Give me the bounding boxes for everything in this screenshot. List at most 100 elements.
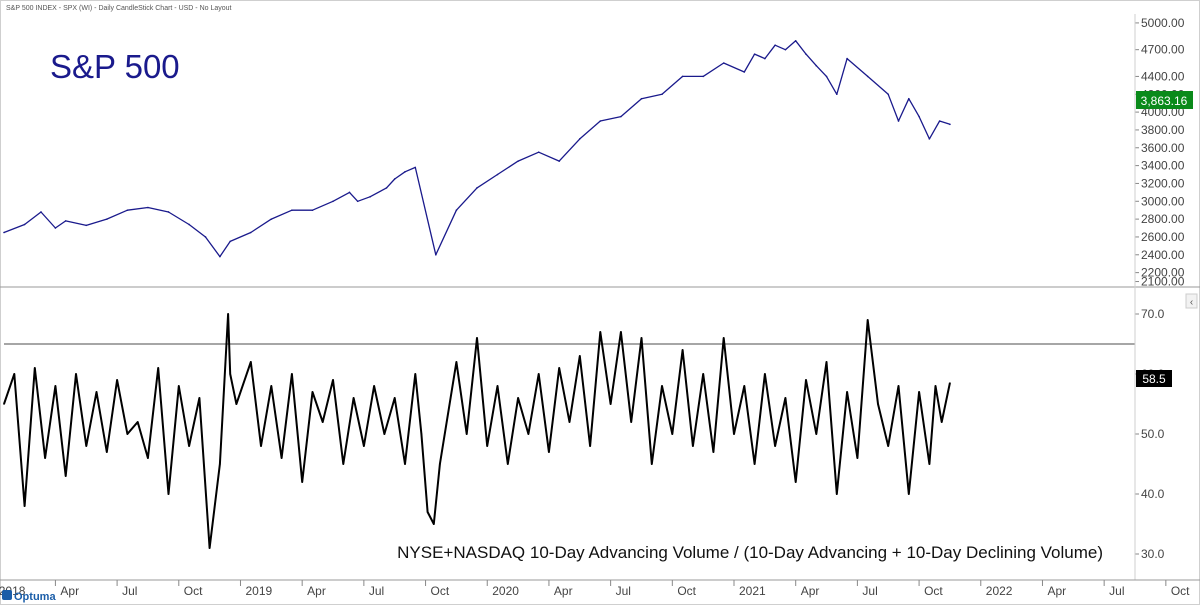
data-point xyxy=(918,115,920,118)
data-point xyxy=(753,463,756,465)
data-point xyxy=(64,475,67,477)
x-tick-label: Oct xyxy=(677,584,696,598)
data-point xyxy=(692,445,694,447)
data-point xyxy=(435,253,437,256)
data-point xyxy=(23,505,26,507)
data-point xyxy=(599,331,602,333)
y-tick-label: 2800.00 xyxy=(1141,212,1185,226)
y-tick-label: 70.0 xyxy=(1141,307,1165,321)
data-point xyxy=(235,403,238,405)
data-point xyxy=(764,57,766,60)
data-point xyxy=(13,373,16,375)
data-point xyxy=(527,433,530,435)
data-point xyxy=(702,75,704,78)
y-tick-label: 30.0 xyxy=(1141,547,1165,561)
data-point xyxy=(352,397,355,399)
data-point xyxy=(432,523,435,525)
data-point xyxy=(301,481,303,483)
data-point xyxy=(578,138,581,140)
data-point xyxy=(764,373,766,375)
data-point xyxy=(227,313,229,315)
x-tick-label: Apr xyxy=(554,584,573,598)
data-point xyxy=(949,382,951,384)
data-point xyxy=(681,349,684,351)
data-point xyxy=(661,385,663,387)
data-point xyxy=(609,403,612,405)
data-point xyxy=(44,457,46,459)
data-point xyxy=(918,391,920,393)
data-point xyxy=(743,385,746,387)
data-point xyxy=(774,44,776,47)
data-point xyxy=(620,331,622,333)
data-point xyxy=(537,151,540,154)
data-point xyxy=(167,211,170,213)
x-tick-label: Jul xyxy=(122,584,137,598)
data-point xyxy=(934,385,937,387)
y-tick-label: 2600.00 xyxy=(1141,230,1185,244)
breadth-badge-label: 58.5 xyxy=(1142,372,1166,386)
x-tick-label: Apr xyxy=(307,584,326,598)
data-point xyxy=(157,367,160,369)
data-point xyxy=(650,463,653,465)
breadth-last-value-badge: 58.5 xyxy=(1136,370,1172,387)
data-point xyxy=(507,463,509,465)
data-point xyxy=(928,138,931,140)
data-point xyxy=(805,53,807,55)
y-tick-label: 3200.00 xyxy=(1141,176,1185,190)
data-point xyxy=(733,433,735,435)
data-point xyxy=(578,355,581,357)
data-point xyxy=(568,421,571,423)
data-point xyxy=(887,93,890,96)
y-tick-label: 3800.00 xyxy=(1141,123,1185,137)
data-point xyxy=(455,209,458,211)
y-tick-label: 5000.00 xyxy=(1141,16,1185,30)
data-point xyxy=(75,373,77,375)
collapse-panel-button[interactable]: ‹ xyxy=(1185,293,1198,309)
data-point xyxy=(414,166,417,169)
data-point xyxy=(3,231,5,234)
data-point xyxy=(815,433,818,435)
data-point xyxy=(54,385,57,387)
data-point xyxy=(599,120,602,122)
data-point xyxy=(537,373,540,375)
data-point xyxy=(908,97,910,100)
data-point xyxy=(784,48,787,51)
price-last-value-badge: 3,863.16 xyxy=(1136,91,1193,109)
data-point xyxy=(825,361,828,363)
data-point xyxy=(229,240,231,243)
data-point xyxy=(496,173,499,176)
data-point xyxy=(204,236,207,238)
collapse-button-box xyxy=(1185,293,1198,309)
data-point xyxy=(784,397,787,399)
data-point xyxy=(661,93,663,96)
data-point xyxy=(630,421,632,423)
data-point xyxy=(321,421,324,423)
data-point xyxy=(940,421,943,423)
data-point xyxy=(106,451,108,453)
y-tick-label: 40.0 xyxy=(1141,487,1165,501)
data-point xyxy=(640,97,643,100)
data-point xyxy=(348,191,351,194)
data-point xyxy=(476,187,478,189)
data-point xyxy=(496,385,499,387)
data-point xyxy=(476,337,478,339)
optuma-logo-icon xyxy=(2,590,12,600)
data-point xyxy=(291,209,293,211)
data-point xyxy=(558,160,561,162)
data-point xyxy=(369,196,371,198)
data-point xyxy=(897,385,900,387)
data-point xyxy=(393,178,396,180)
data-point xyxy=(794,481,797,483)
data-point xyxy=(85,224,88,227)
data-point xyxy=(722,62,725,64)
data-point xyxy=(548,451,550,453)
series-line xyxy=(3,313,951,549)
data-point xyxy=(414,373,417,375)
data-point xyxy=(465,433,468,435)
data-point xyxy=(356,200,359,203)
x-tick-label: Oct xyxy=(924,584,943,598)
data-point xyxy=(774,445,776,447)
